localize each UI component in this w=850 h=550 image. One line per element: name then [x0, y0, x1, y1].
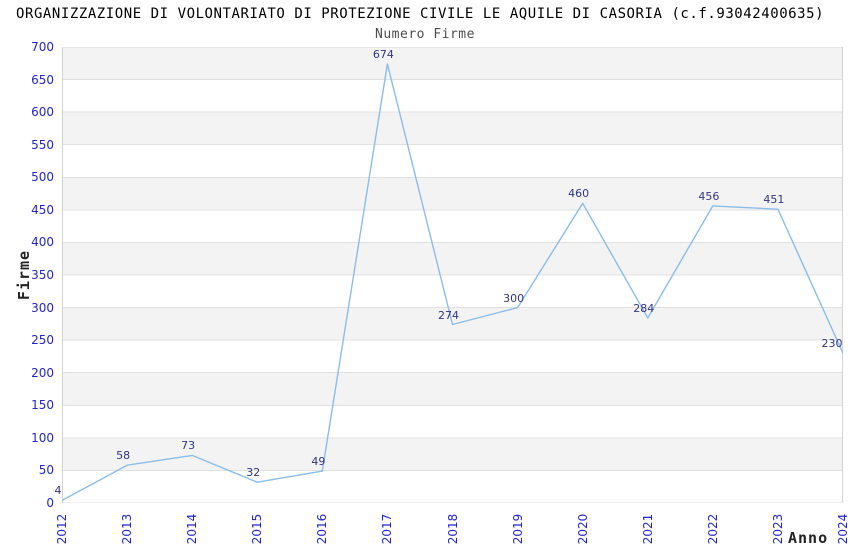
data-point-label: 300 — [503, 291, 525, 305]
data-point-label: 4 — [54, 484, 62, 498]
y-tick-label: 350 — [31, 268, 54, 282]
y-tick-label: 150 — [31, 398, 54, 413]
data-point-label: 32 — [246, 466, 261, 480]
data-point-label: 49 — [311, 455, 326, 469]
data-point-label: 674 — [372, 47, 394, 61]
x-tick-label: 2024 — [836, 513, 850, 545]
chart-canvas — [61, 46, 844, 504]
x-tick-label: 2017 — [380, 513, 395, 545]
x-tick-label: 2013 — [120, 513, 135, 545]
x-tick-label: 2020 — [575, 513, 590, 545]
y-tick-label: 400 — [31, 235, 54, 250]
x-tick-label: 2022 — [705, 513, 720, 545]
x-tick-label: 2012 — [55, 513, 69, 545]
y-tick-label: 700 — [31, 40, 54, 54]
data-point-label: 230 — [821, 337, 843, 351]
grid-band — [62, 242, 843, 275]
data-point-label: 451 — [763, 193, 785, 207]
y-tick-label: 650 — [31, 72, 54, 87]
data-point-label: 58 — [116, 449, 131, 463]
y-tick-label: 250 — [31, 333, 54, 348]
x-tick-label: 2021 — [640, 513, 655, 545]
grid-band — [62, 177, 843, 210]
y-tick-label: 300 — [31, 300, 54, 315]
data-line — [61, 63, 844, 502]
grid-band — [62, 372, 843, 406]
y-tick-label: 200 — [31, 365, 54, 380]
y-tick-label: 100 — [31, 430, 54, 445]
y-tick-label: 0 — [46, 496, 54, 510]
data-point-label: 456 — [698, 189, 720, 203]
x-tick-label: 2018 — [445, 513, 460, 545]
y-axis-title: Firme — [15, 249, 33, 301]
grid-band — [62, 112, 843, 145]
grid-band — [62, 47, 843, 80]
y-tick-label: 600 — [31, 105, 54, 120]
x-tick-label: 2019 — [510, 513, 525, 545]
page-title: ORGANIZZAZIONE DI VOLONTARIATO DI PROTEZ… — [16, 6, 825, 22]
y-tick-label: 550 — [31, 137, 54, 152]
data-point-label: 73 — [181, 439, 196, 453]
x-tick-label: 2016 — [315, 513, 330, 545]
data-point-label: 284 — [633, 301, 655, 315]
plot-area — [61, 46, 844, 504]
grid-band — [62, 437, 843, 471]
y-tick-label: 50 — [38, 463, 54, 478]
y-tick-label: 450 — [31, 202, 54, 217]
x-tick-label: 2014 — [185, 513, 200, 545]
x-axis-title: Anno — [788, 529, 829, 547]
x-tick-label: 2015 — [250, 513, 265, 545]
chart-subtitle: Numero Firme — [375, 27, 475, 42]
x-tick-label: 2023 — [770, 513, 785, 545]
y-tick-label: 500 — [31, 170, 54, 185]
data-point-label: 274 — [438, 308, 459, 322]
data-point-label: 460 — [568, 187, 590, 201]
